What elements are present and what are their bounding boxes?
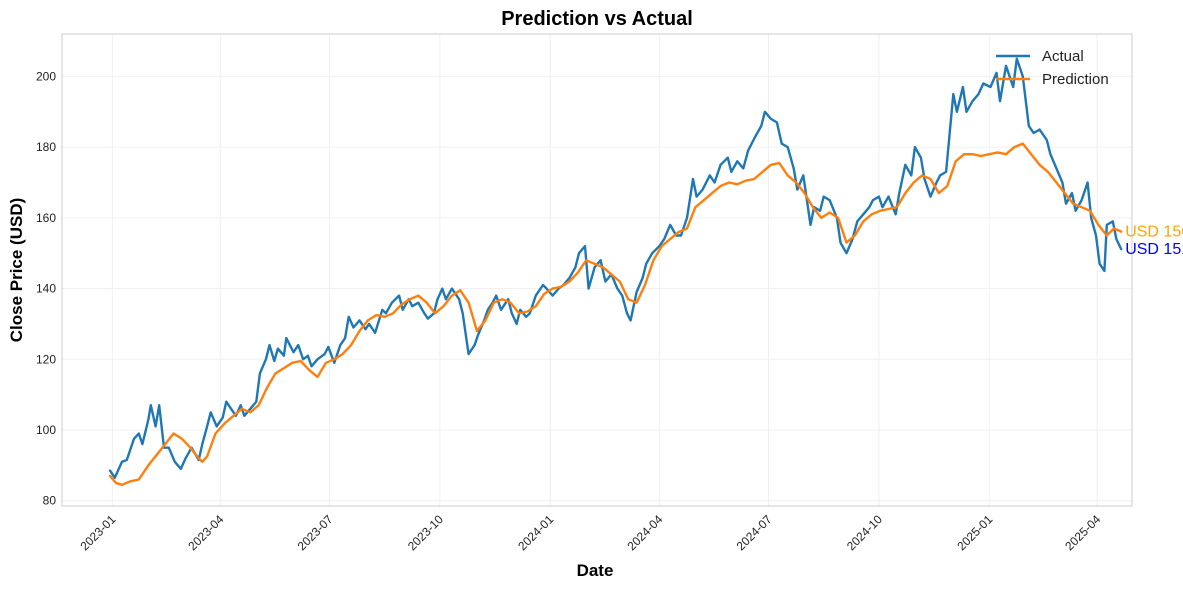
series-line-actual	[108, 57, 1123, 479]
y-tick-label: 120	[36, 352, 56, 366]
y-tick-label: 180	[36, 140, 56, 154]
end-label-0: USD 156.10	[1125, 224, 1183, 241]
y-tick-label: 100	[36, 423, 56, 437]
plot-frame	[61, 33, 1133, 507]
legend-label-actual: Actual	[1042, 48, 1084, 65]
chart-title: Prediction vs Actual	[501, 8, 693, 30]
y-tick-label: 140	[36, 282, 56, 296]
series-line-prediction	[108, 142, 1123, 486]
end-value-labels: USD 156.10USD 151.16	[1125, 224, 1183, 258]
legend-label-prediction: Prediction	[1042, 71, 1109, 88]
y-axis: 80 100 120 140 160 180 200	[36, 69, 56, 507]
x-axis-label: Date	[577, 561, 614, 580]
y-axis-label: Close Price (USD)	[7, 198, 26, 343]
y-tick-label: 200	[36, 69, 56, 83]
series-lines	[108, 57, 1123, 486]
end-label-1: USD 151.16	[1125, 241, 1183, 258]
legend: Actual Prediction	[996, 48, 1109, 88]
y-tick-label: 80	[43, 494, 57, 508]
grid	[62, 34, 1132, 506]
y-tick-label: 160	[36, 211, 56, 225]
